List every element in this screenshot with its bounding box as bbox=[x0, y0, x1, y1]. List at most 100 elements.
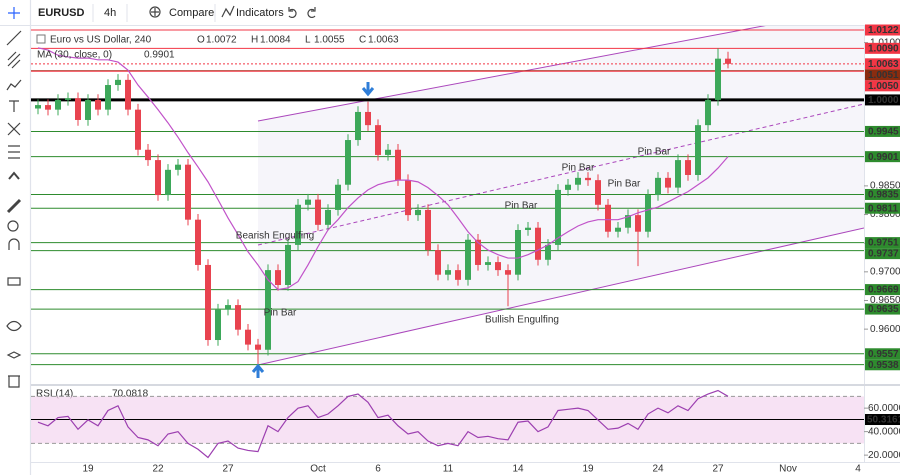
annotation: Bearish Engulfing bbox=[236, 231, 314, 242]
pattern-tool[interactable] bbox=[6, 79, 22, 91]
level-label-box bbox=[865, 42, 900, 54]
rsi-legend: RSI (14) bbox=[36, 389, 73, 400]
trendline-tool[interactable] bbox=[6, 30, 22, 46]
y-tick-label: 0.9800 bbox=[870, 209, 900, 220]
candle-body bbox=[575, 177, 581, 185]
candle-body bbox=[105, 85, 111, 110]
interval[interactable]: 4h bbox=[104, 7, 116, 19]
indicators-button[interactable]: Indicators bbox=[236, 7, 284, 19]
candle-body bbox=[495, 262, 501, 271]
delete-tool[interactable] bbox=[8, 375, 20, 388]
level-label-box bbox=[865, 69, 900, 81]
compare-button[interactable]: Compare bbox=[169, 7, 214, 19]
candle-body bbox=[165, 169, 171, 196]
shapes-tool[interactable] bbox=[8, 145, 20, 159]
ohlc-value: 1.0063 bbox=[368, 35, 399, 46]
x-tick-label: Nov bbox=[779, 464, 797, 475]
ma-legend: MA (30, close, 0) bbox=[37, 50, 112, 61]
candle-body bbox=[515, 230, 521, 275]
measure-tool[interactable] bbox=[6, 198, 22, 214]
x-tick-label: 4 bbox=[855, 464, 861, 475]
annotation: Pin Bar bbox=[562, 163, 595, 174]
x-tick-label: 19 bbox=[82, 464, 94, 475]
candle-body bbox=[655, 177, 661, 196]
redo[interactable] bbox=[307, 7, 316, 19]
ohlc-label: L bbox=[305, 35, 311, 46]
candle-body bbox=[215, 309, 221, 341]
indicators-icon bbox=[221, 5, 235, 18]
candle-body bbox=[475, 239, 481, 265]
left-toolbar bbox=[6, 0, 32, 475]
forecast-tool[interactable] bbox=[7, 122, 21, 136]
candle-body bbox=[505, 270, 511, 275]
candle-body bbox=[645, 195, 651, 232]
candle-body bbox=[455, 270, 461, 280]
level-label-box bbox=[865, 359, 900, 371]
crosshair-tool[interactable] bbox=[8, 7, 20, 19]
candle-body bbox=[675, 160, 681, 188]
level-label: 0.9635 bbox=[868, 304, 899, 315]
level-label-box bbox=[865, 188, 900, 200]
level-label: 0.9557 bbox=[868, 349, 899, 360]
magnet-tool[interactable] bbox=[8, 238, 20, 250]
level-label: 0.9945 bbox=[868, 127, 899, 138]
fib-tool[interactable] bbox=[7, 51, 21, 69]
ma-value: 0.9901 bbox=[144, 50, 175, 61]
candle-body bbox=[75, 98, 81, 120]
x-tick-label: 14 bbox=[512, 464, 524, 475]
chart-title: Euro vs US Dollar, 240 bbox=[50, 35, 152, 46]
ohlc-label: C bbox=[359, 35, 366, 46]
symbol[interactable]: EURUSD bbox=[38, 7, 85, 19]
y-tick-label: 0.9700 bbox=[870, 266, 900, 277]
candle-body bbox=[65, 98, 71, 100]
x-tick-label: 11 bbox=[443, 464, 454, 475]
candle-body bbox=[435, 250, 441, 275]
candle-body bbox=[405, 180, 411, 216]
candle-body bbox=[45, 105, 51, 110]
x-tick-label: 27 bbox=[222, 464, 234, 475]
candle-body bbox=[535, 227, 541, 260]
rsi-level-label: 50.3161 bbox=[867, 415, 900, 426]
candle-body bbox=[195, 219, 201, 265]
candle-body bbox=[35, 105, 41, 109]
x-tick-label: 27 bbox=[712, 464, 724, 475]
text-tool[interactable] bbox=[9, 100, 19, 112]
candle-body bbox=[725, 58, 731, 64]
channel-drawing bbox=[257, 26, 864, 366]
undo[interactable] bbox=[288, 7, 297, 19]
candle-body bbox=[585, 177, 591, 181]
ohlc-value: 1.0072 bbox=[206, 35, 237, 46]
compare-icon bbox=[149, 6, 161, 18]
ohlc-value: 1.0084 bbox=[260, 35, 291, 46]
layers-tool[interactable] bbox=[6, 351, 22, 359]
candle-body bbox=[155, 160, 161, 196]
ohlc-legend: O 1.0072 H 1.0084 L 1.0055 C 1.0063 bbox=[197, 35, 399, 46]
candle-body bbox=[145, 149, 151, 161]
candle-body bbox=[345, 140, 351, 185]
visibility-tool[interactable] bbox=[6, 320, 22, 332]
lock-tool[interactable] bbox=[7, 277, 21, 286]
zoom-tool[interactable] bbox=[7, 220, 19, 232]
pane-separator bbox=[31, 384, 900, 386]
rsi-value: 70.0818 bbox=[112, 389, 149, 400]
level-label: 1.0050 bbox=[868, 81, 899, 92]
candle-body bbox=[465, 239, 471, 280]
level-label: 0.9538 bbox=[868, 360, 899, 371]
annotation: Pin Bar bbox=[638, 147, 671, 158]
candle-body bbox=[255, 344, 261, 350]
candle-body bbox=[685, 160, 691, 175]
candle-body bbox=[395, 149, 401, 181]
candle-body bbox=[385, 149, 391, 155]
x-tick-label: 6 bbox=[375, 464, 381, 475]
level-label: 0.9811 bbox=[868, 203, 898, 214]
annotation: Bullish Engulfing bbox=[485, 315, 559, 326]
candle-body bbox=[55, 99, 61, 110]
level-label-box bbox=[865, 284, 900, 296]
level-label-box bbox=[865, 58, 900, 70]
cursor-tool[interactable] bbox=[8, 171, 20, 180]
level-label-box bbox=[865, 202, 900, 214]
legend-collapse[interactable] bbox=[36, 34, 46, 44]
up-arrow bbox=[251, 363, 265, 378]
candle-body bbox=[365, 111, 371, 126]
